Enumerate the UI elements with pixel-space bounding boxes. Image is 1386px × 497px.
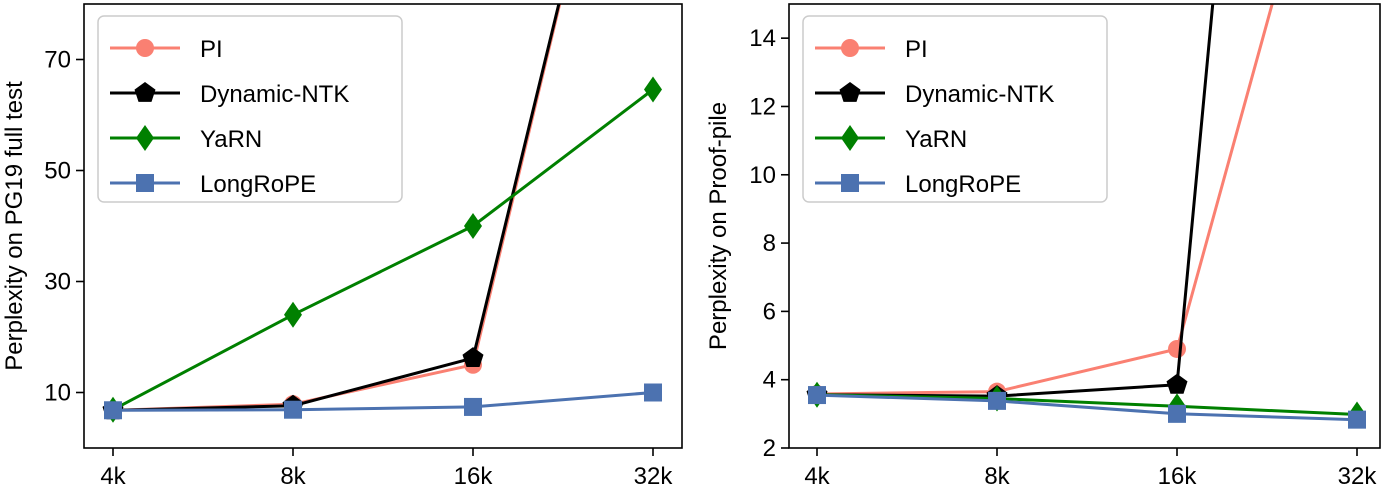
y-tick-label: 50 — [44, 158, 71, 185]
data-point-yarn-16k — [464, 213, 482, 239]
data-point-dynamic-ntk-16k — [462, 347, 484, 367]
x-tick-label: 8k — [984, 463, 1010, 490]
legend-marker-circle — [136, 39, 154, 57]
axes-frame — [788, 3, 1381, 449]
x-tick-label: 16k — [454, 463, 494, 490]
y-tick-label: 10 — [749, 162, 776, 189]
series-line-longrope — [816, 393, 1358, 422]
legend-marker-pentagon — [134, 82, 156, 102]
legend-entry-dynamic-ntk: Dynamic-NTK — [110, 81, 349, 108]
y-tick-label: 8 — [763, 230, 776, 257]
legend-marker-square — [841, 174, 859, 192]
legend-entry-longrope: LongRoPE — [110, 171, 316, 198]
series-line-pi — [816, 4, 1274, 396]
data-point-longrope-4k — [808, 386, 826, 405]
legend-label: LongRoPE — [200, 171, 316, 198]
legend-entry-yarn: YaRN — [815, 125, 967, 153]
y-tick-label: 70 — [44, 47, 71, 74]
data-point-longrope-16k — [1168, 404, 1186, 423]
legend-marker-square — [136, 174, 154, 192]
data-point-longrope-32k — [644, 383, 662, 402]
legend-label: Dynamic-NTK — [200, 81, 349, 108]
y-tick-label: 30 — [44, 269, 71, 296]
y-tick-label: 14 — [749, 25, 776, 52]
legend-box — [97, 15, 403, 203]
plot-area — [102, 4, 662, 423]
data-point-longrope-8k — [284, 400, 302, 419]
data-point-yarn-32k — [644, 76, 662, 103]
data-point-pi-16k — [1168, 339, 1186, 358]
legend-label: LongRoPE — [905, 171, 1021, 198]
y-tick-label: 10 — [44, 380, 71, 407]
legend-entry-pi: PI — [815, 36, 928, 63]
legend-box — [802, 15, 1108, 203]
legend-entry-yarn: YaRN — [110, 125, 262, 153]
series-line-yarn — [112, 88, 654, 412]
y-tick-label: 2 — [763, 435, 776, 462]
y-tick-label: 4 — [763, 367, 776, 394]
legend-marker-diamond — [841, 125, 859, 151]
x-tick-label: 8k — [280, 463, 306, 490]
x-tick-label: 16k — [1158, 463, 1198, 490]
data-point-longrope-8k — [988, 391, 1006, 410]
y-axis-label: Perplexity on PG19 full test — [1, 81, 28, 371]
legend-entry-pi: PI — [110, 36, 223, 63]
legend-label: Dynamic-NTK — [905, 81, 1054, 108]
legend-label: YaRN — [905, 126, 967, 153]
legend-marker-pentagon — [839, 82, 861, 102]
axes-frame — [83, 3, 683, 449]
plot-area — [806, 4, 1366, 429]
legend: PI Dynamic-NTK YaRN LongRoPE — [97, 15, 403, 203]
y-axis-label: Perplexity on Proof-pile — [705, 102, 732, 350]
chart-panel-pg19: 4k 8k 16k 32k 10 30 50 70 Perplexity on PG19 ful… — [1, 3, 683, 490]
legend-entry-dynamic-ntk: Dynamic-NTK — [815, 81, 1054, 108]
legend-entry-longrope: LongRoPE — [815, 171, 1021, 198]
legend-marker-diamond — [136, 125, 154, 151]
series-line-longrope — [112, 391, 654, 412]
data-point-yarn-8k — [284, 301, 302, 328]
y-tick-label: 6 — [763, 298, 776, 325]
x-tick-label: 32k — [634, 463, 674, 490]
y-tick-label: 12 — [749, 93, 776, 120]
x-tick-label: 32k — [1338, 463, 1378, 490]
data-point-longrope-4k — [104, 401, 122, 420]
chart-panel-proofpile: 4k 8k 16k 32k 2 4 6 8 10 12 14 Perplexity on Proof-… — [705, 3, 1381, 490]
data-point-longrope-32k — [1348, 410, 1366, 429]
legend-marker-circle — [841, 39, 859, 57]
legend-label: PI — [200, 36, 223, 63]
x-tick-label: 4k — [804, 463, 830, 490]
legend: PI Dynamic-NTK YaRN LongRoPE — [802, 15, 1108, 203]
legend-label: YaRN — [200, 126, 262, 153]
data-point-longrope-16k — [464, 397, 482, 416]
series-line-dynamic-ntk — [112, 4, 561, 412]
data-point-dynamic-ntk-16k — [1166, 373, 1188, 394]
x-tick-label: 4k — [100, 463, 126, 490]
legend-label: PI — [905, 36, 928, 63]
